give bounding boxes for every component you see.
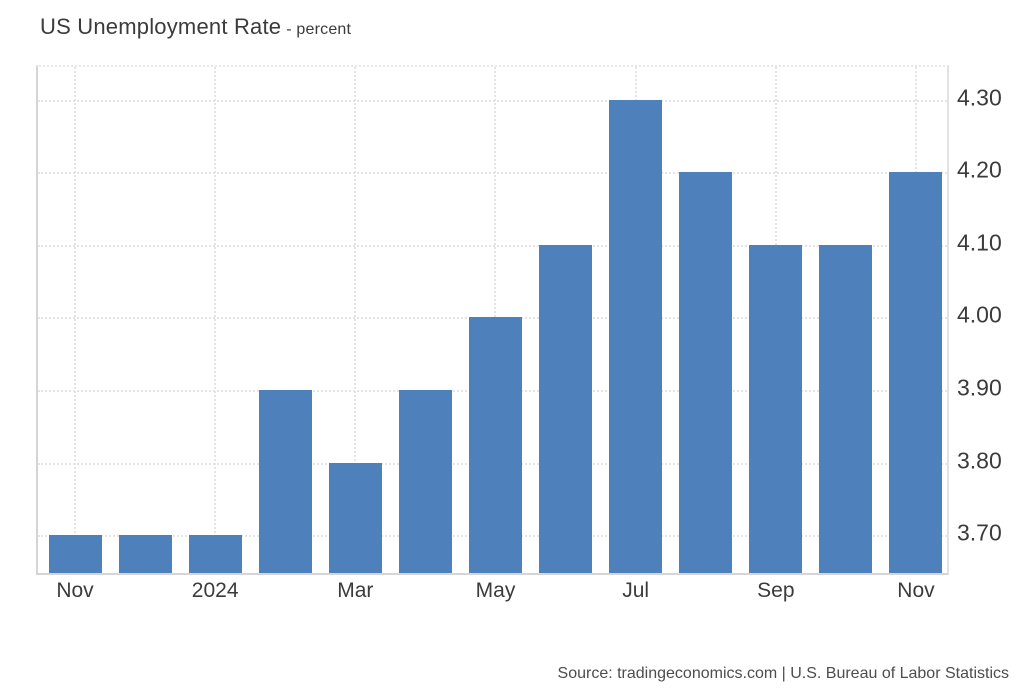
source-attribution: Source: tradingeconomics.com | U.S. Bure… [557,665,1009,682]
y-tick-label: 4.30 [957,84,1002,111]
x-tick-label: Mar [337,579,374,602]
chart-title-text: US Unemployment Rate [40,14,282,39]
bar[interactable] [258,390,312,573]
bar[interactable] [539,244,593,573]
bar[interactable] [118,535,172,573]
bar[interactable] [889,172,943,573]
y-tick-label: 3.70 [957,519,1002,546]
plot-area [36,65,949,575]
y-tick-label: 4.10 [957,229,1002,256]
bar[interactable] [819,244,873,573]
x-tick-label: Sep [757,579,795,602]
bar[interactable] [468,317,522,573]
bar[interactable] [609,99,663,573]
horizontal-gridline [38,99,947,102]
vertical-gridline [354,67,357,573]
bar[interactable] [749,244,803,573]
y-tick-label: 3.90 [957,374,1002,401]
y-tick-label: 3.80 [957,447,1002,474]
bar[interactable] [328,462,382,573]
vertical-gridline [214,67,217,573]
bar[interactable] [398,390,452,573]
chart-title: US Unemployment Rate - percent [40,14,351,40]
bar[interactable] [188,535,242,573]
horizontal-gridline [38,244,947,247]
x-tick-label: 2024 [191,579,239,602]
horizontal-gridline [38,172,947,175]
y-tick-label: 4.20 [957,156,1002,183]
vertical-gridline [74,67,76,573]
y-tick-label: 4.00 [957,301,1002,328]
x-tick-label: May [475,579,516,602]
x-tick-label: Nov [897,579,935,602]
bar[interactable] [48,535,102,573]
chart-title-unit: - percent [286,21,352,38]
x-tick-label: Nov [56,579,94,602]
bar[interactable] [679,172,733,573]
x-tick-label: Jul [622,579,650,602]
